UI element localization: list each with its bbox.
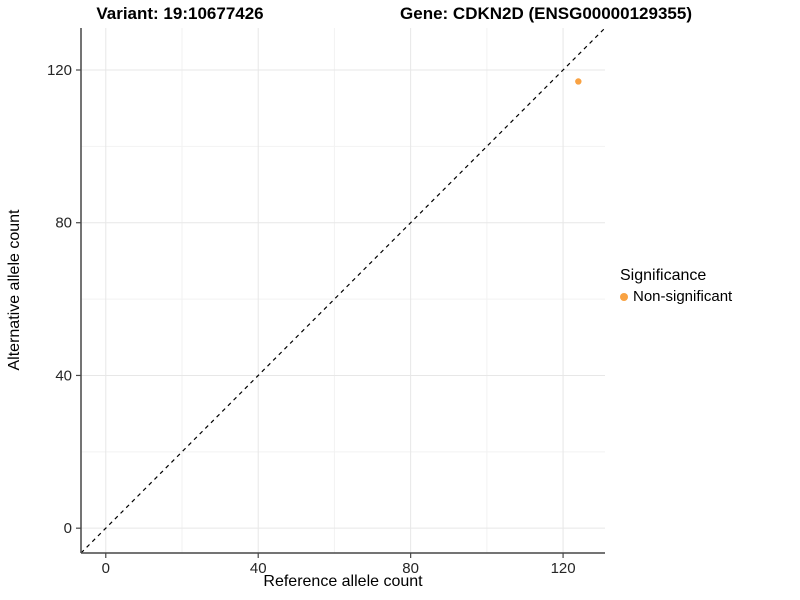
legend-item-non-significant: Non-significant	[620, 288, 732, 305]
x-tick-label: 80	[402, 560, 419, 577]
y-tick-label: 120	[47, 62, 72, 79]
x-tick-label: 40	[250, 560, 267, 577]
legend-key-dot-icon	[620, 292, 628, 301]
y-tick-label: 80	[55, 215, 72, 232]
y-axis-title: Alternative allele count	[6, 209, 23, 371]
x-axis-title: Reference allele count	[263, 573, 423, 590]
y-tick-label: 40	[55, 367, 72, 384]
plot-title-variant: Variant: 19:10677426	[96, 4, 264, 23]
y-tick-label: 0	[64, 520, 72, 537]
identity-dashed-line	[80, 27, 606, 554]
legend-title: Significance	[620, 267, 707, 284]
data-point	[575, 78, 582, 85]
legend: Significance Non-significant	[620, 267, 732, 305]
plot-title-gene: Gene: CDKN2D (ENSG00000129355)	[400, 4, 692, 23]
x-tick-label: 0	[102, 560, 110, 577]
legend-item-label: Non-significant	[633, 288, 733, 305]
x-tick-label: 120	[551, 560, 576, 577]
